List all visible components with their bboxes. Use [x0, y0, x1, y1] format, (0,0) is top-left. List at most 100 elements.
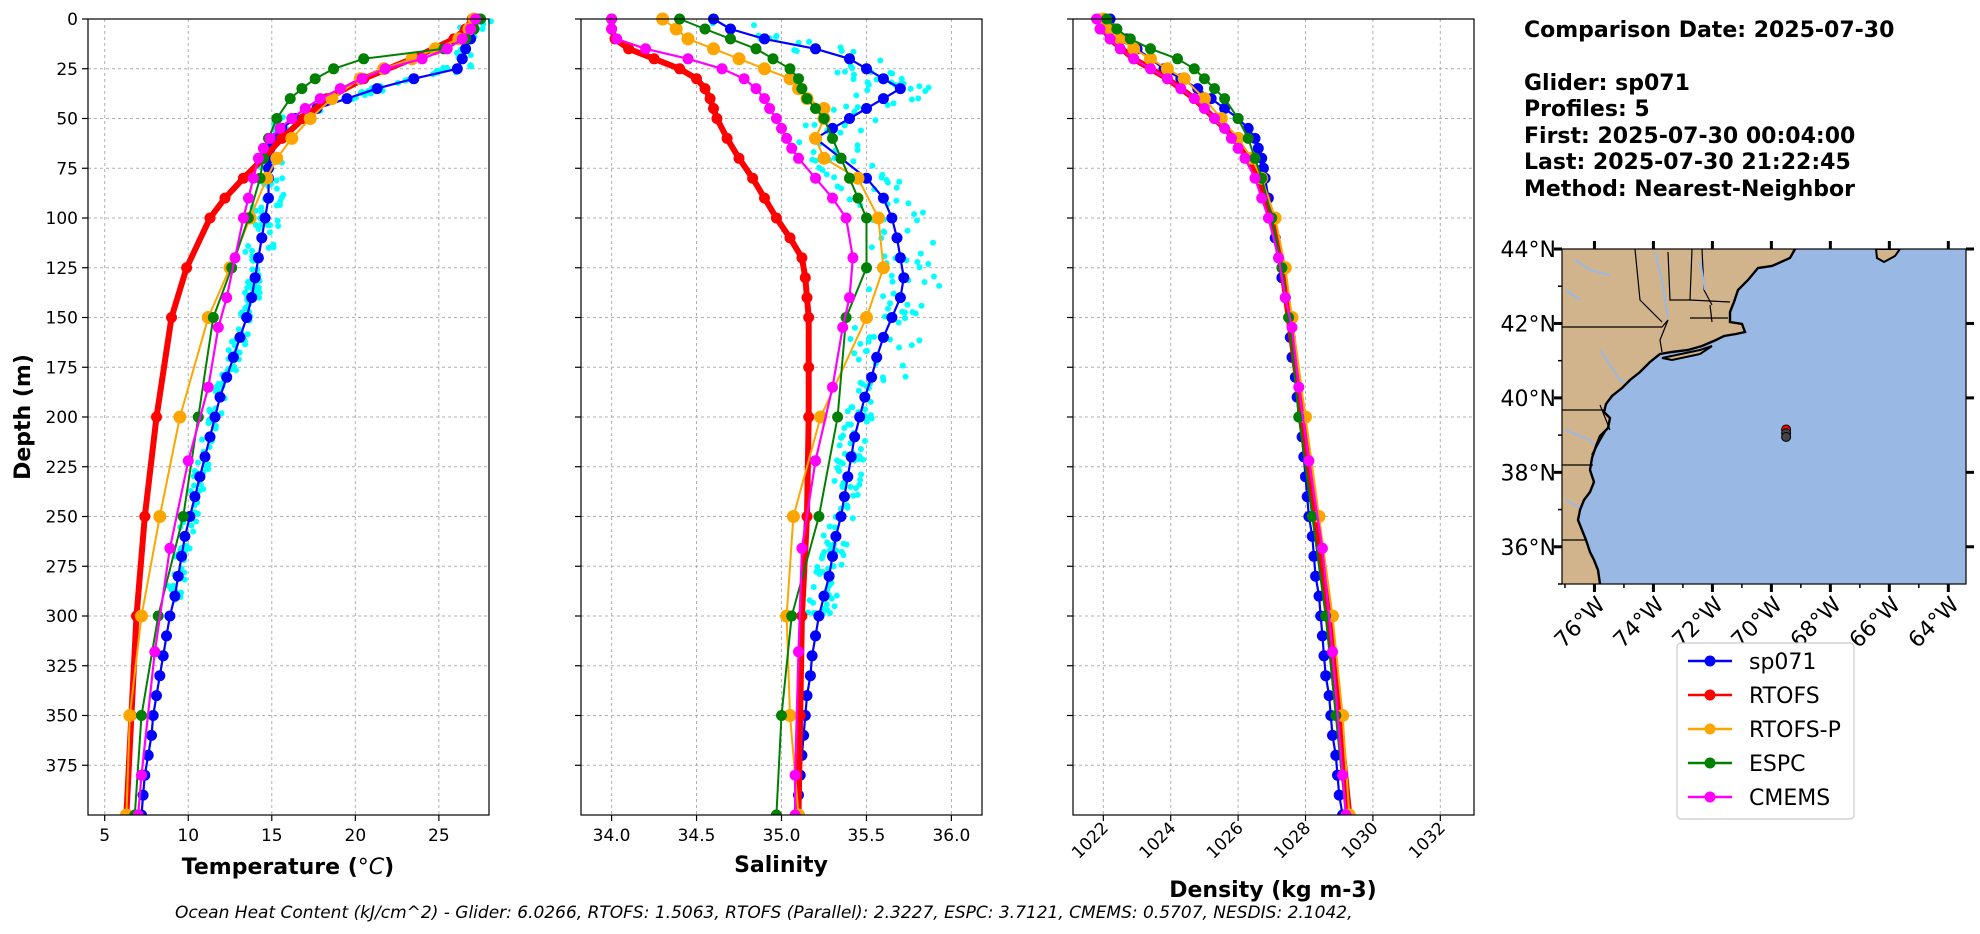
glider-scatter-point: [837, 434, 844, 441]
data-point-rtofs-p: [1160, 62, 1174, 76]
data-point-espc: [827, 132, 838, 144]
data-point-sp071: [806, 650, 818, 662]
y-tick-label: 175: [46, 358, 78, 378]
glider-scatter-point: [879, 171, 886, 178]
lat-tick-label: 44°N: [1501, 238, 1556, 263]
glider-scatter-point: [444, 64, 451, 71]
x-tick-label: 20: [345, 826, 367, 846]
data-point-espc: [796, 83, 808, 95]
data-point-espc: [818, 113, 830, 124]
data-point-cmems: [299, 103, 311, 114]
data-point-cmems: [770, 113, 782, 124]
legend-swatch-marker: [1704, 757, 1716, 769]
y-tick-label: 150: [46, 309, 78, 329]
data-point-rtofs-p: [783, 709, 797, 722]
glider-scatter-point: [831, 174, 838, 181]
data-point-sp071: [241, 312, 253, 323]
series-sp071: [136, 13, 483, 815]
legend-frame: [1676, 642, 1855, 820]
data-point-sp071: [894, 83, 906, 95]
coastline: [1576, 249, 1797, 584]
data-point-espc: [1232, 113, 1244, 124]
data-point-rtofs: [784, 232, 796, 244]
first-time: First: 2025-07-30 00:04:00: [1524, 124, 1855, 149]
x-tick-label: 34.5: [678, 826, 716, 846]
data-point-sp071: [844, 53, 855, 65]
glider-scatter-point: [280, 191, 287, 198]
y-tick-label: 250: [46, 508, 78, 528]
data-point-espc: [725, 33, 736, 45]
data-point-rtofs: [759, 192, 770, 204]
data-point-cmems: [1273, 252, 1285, 264]
data-point-cmems: [136, 769, 147, 781]
glider-scatter-point: [258, 204, 265, 211]
data-point-rtofs: [747, 172, 759, 184]
data-point-sp071: [157, 650, 169, 662]
glider-scatter-point: [851, 108, 858, 115]
data-point-cmems: [611, 33, 623, 45]
glider-scatter-point: [918, 302, 925, 309]
data-point-rtofs-p: [707, 42, 720, 56]
data-point-cmems: [212, 321, 224, 333]
glider-scatter-point: [198, 436, 205, 443]
glider-scatter-point: [890, 290, 897, 297]
data-point-sp071: [456, 53, 468, 65]
data-point-rtofs: [711, 113, 723, 124]
data-point-cmems: [274, 122, 286, 134]
data-point-cmems: [764, 103, 776, 114]
glider-scatter-point: [855, 356, 862, 363]
data-point-sp071: [1192, 83, 1204, 95]
data-point-espc: [750, 43, 762, 55]
data-point-espc: [1249, 152, 1261, 164]
data-point-rtofs-p: [786, 510, 800, 523]
glider-scatter-point: [857, 340, 864, 347]
data-point-cmems: [759, 93, 770, 105]
data-point-sp071: [886, 212, 898, 224]
glider-scatter-point: [750, 22, 757, 29]
data-point-sp071: [408, 73, 420, 85]
depth-ylabel: Depth (m): [11, 354, 36, 480]
data-point-sp071: [877, 93, 889, 105]
data-point-sp071: [252, 252, 264, 264]
data-point-cmems: [1279, 292, 1291, 304]
glider-scatter-point: [819, 552, 826, 559]
data-point-rtofs-p: [270, 151, 284, 165]
glider-scatter-point: [824, 607, 831, 614]
data-point-cmems: [221, 292, 233, 304]
data-point-espc: [309, 73, 321, 85]
data-point-rtofs-p: [1197, 92, 1211, 106]
data-point-sp071: [246, 292, 258, 304]
glider-scatter-point: [242, 248, 249, 255]
glider-name: Glider: sp071: [1524, 71, 1690, 96]
glider-scatter-point: [823, 171, 830, 178]
glider-scatter-point: [842, 68, 849, 75]
glider-scatter-point: [893, 184, 900, 191]
data-point-cmems: [1198, 103, 1210, 114]
glider-scatter-point: [277, 201, 284, 208]
glider-scatter-point: [866, 334, 873, 341]
data-point-sp071: [861, 103, 872, 114]
glider-scatter-point: [919, 209, 926, 216]
legend: sp071 RTOFS RTOFS-P ESPC CMEMS: [1676, 642, 1855, 820]
data-point-rtofs-p: [851, 171, 865, 185]
data-point-sp071: [341, 93, 353, 105]
glider-scatter-point: [916, 83, 923, 90]
legend-swatch-marker: [1704, 689, 1716, 701]
data-point-espc: [136, 710, 147, 721]
lon-tick-label: 64°W: [1904, 592, 1965, 653]
glider-scatter-point: [854, 146, 861, 153]
data-point-sp071: [1219, 103, 1231, 114]
data-point-cmems: [441, 43, 453, 55]
data-point-rtofs: [733, 152, 745, 164]
glider-scatter-point: [851, 324, 858, 331]
data-point-cmems: [379, 63, 391, 75]
glider-scatter-point: [853, 92, 860, 99]
x-tick-label: 1032: [1405, 818, 1450, 863]
data-point-sp071: [1320, 670, 1332, 682]
glider-scatter-point: [898, 75, 905, 82]
data-point-rtofs: [674, 63, 686, 75]
glider-scatter-point: [838, 548, 845, 555]
data-point-cmems: [1316, 542, 1328, 554]
glider-scatter-point: [869, 162, 876, 169]
temperature-panel: 5 10 15 20 25 0 25 50 75 100 125 150 175 200 225 250 27…: [11, 10, 494, 880]
